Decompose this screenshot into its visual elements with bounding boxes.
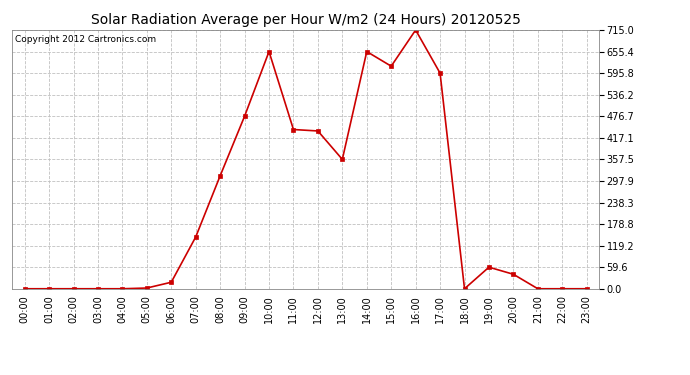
Title: Solar Radiation Average per Hour W/m2 (24 Hours) 20120525: Solar Radiation Average per Hour W/m2 (2… xyxy=(90,13,521,27)
Text: Copyright 2012 Cartronics.com: Copyright 2012 Cartronics.com xyxy=(15,35,157,44)
